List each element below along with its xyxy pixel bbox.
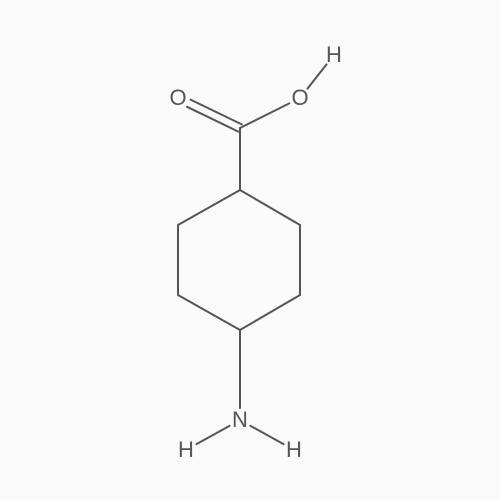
atom-label-N: N — [232, 407, 248, 433]
atom-label-H_N2: H — [286, 437, 302, 463]
atom-label-O1: O — [169, 85, 186, 111]
molecule-diagram — [0, 0, 500, 500]
atom-label-H_N1: H — [178, 437, 194, 463]
atom-label-H_OH: H — [326, 42, 342, 68]
atom-label-O2: O — [291, 85, 308, 111]
